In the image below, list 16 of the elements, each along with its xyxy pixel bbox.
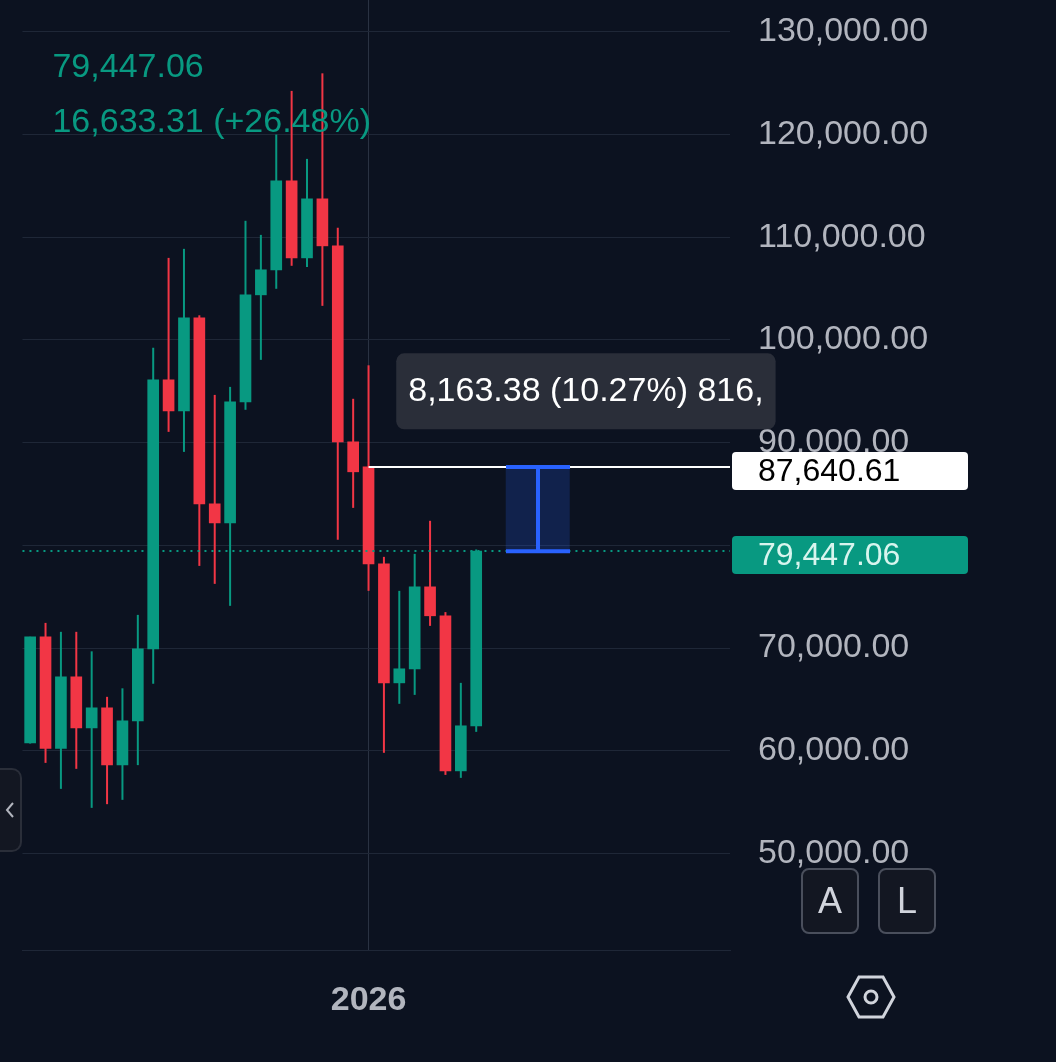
y-tick-label: 50,000.00 <box>758 831 910 870</box>
y-tick-label: 110,000.00 <box>758 215 926 254</box>
annotation: 79,447.06 <box>52 46 204 85</box>
candlestick <box>393 589 406 705</box>
y-tick-label: 130,000.00 <box>758 10 929 49</box>
annotation: 8,163.38 (10.27%) 816, <box>408 369 764 408</box>
candlestick <box>85 650 98 809</box>
candlestick <box>208 393 221 585</box>
x-tick-label: 2026 <box>330 978 407 1017</box>
ref-line-label: 79,447.06 <box>758 535 901 572</box>
l-button: L <box>878 868 936 934</box>
y-tick-label: 120,000.00 <box>758 112 929 151</box>
y-tick-label: 60,000.00 <box>758 729 910 768</box>
y-tick-label: 70,000.00 <box>758 626 910 665</box>
a-button: A <box>801 868 859 934</box>
y-tick-label: 100,000.00 <box>758 318 929 357</box>
